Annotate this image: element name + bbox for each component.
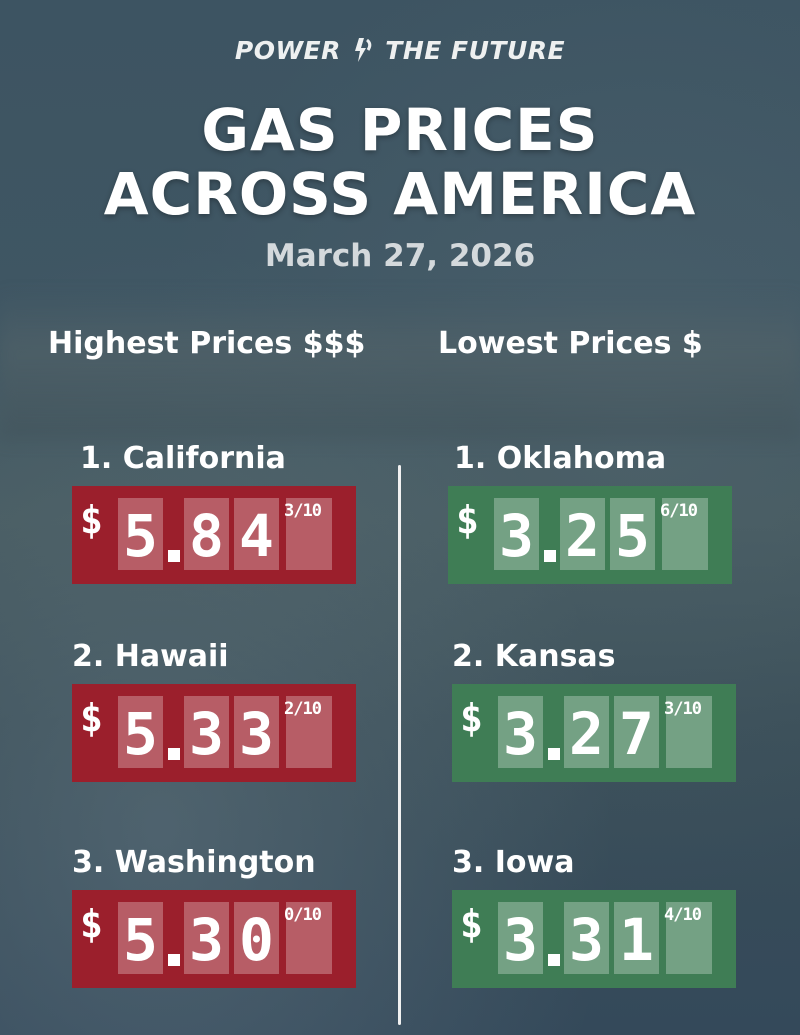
decimal-point [168,954,180,966]
price-digit: 2 [564,696,609,768]
dollar-sign-icon: $ [80,498,103,542]
price-digit: 3 [498,696,543,768]
price-board: $ 3 2 5 6/10 [448,486,732,584]
brand-right: THE FUTURE [385,36,566,65]
highest-entry-3: 3. Washington $ 5 3 0 0/10 [72,846,356,988]
decimal-point [548,748,560,760]
price-digit: 2 [560,498,605,570]
price-board: $ 5 8 4 3/10 [72,486,356,584]
price-digit: 1 [614,902,659,974]
price-board: $ 5 3 3 2/10 [72,684,356,782]
price-digit: 4 [234,498,279,570]
price-digit: 3 [184,902,229,974]
price-digit: 5 [118,498,163,570]
state-name: 1. California [80,441,286,476]
background-gas-station [0,290,800,440]
state-name: 2. Kansas [452,639,616,674]
price-fraction: 3/10 [284,498,332,570]
lowest-entry-3: 3. Iowa $ 3 3 1 4/10 [452,846,736,988]
lowest-entry-2: 2. Kansas $ 3 2 7 3/10 [452,640,736,782]
highest-entry-2: 2. Hawaii $ 5 3 3 2/10 [72,640,356,782]
lowest-entry-1: 1. Oklahoma $ 3 2 5 6/10 [448,442,732,584]
column-divider [398,465,401,1025]
decimal-point [544,550,556,562]
page-title: GAS PRICES ACROSS AMERICA [0,98,800,226]
price-fraction: 4/10 [664,902,712,974]
title-line-2: ACROSS AMERICA [103,160,697,228]
price-digit: 0 [234,902,279,974]
price-board: $ 3 3 1 4/10 [452,890,736,988]
state-name: 1. Oklahoma [454,441,667,476]
highest-entry-1: 1. California $ 5 8 4 3/10 [72,442,356,584]
brand-logo: POWER THE FUTURE [0,36,800,65]
price-digit: 8 [184,498,229,570]
decimal-point [168,748,180,760]
bolt-icon [355,38,372,62]
price-digit: 3 [564,902,609,974]
price-digit: 3 [498,902,543,974]
price-board: $ 3 2 7 3/10 [452,684,736,782]
decimal-point [168,550,180,562]
date: March 27, 2026 [264,238,536,274]
price-fraction: 6/10 [660,498,708,570]
brand-left: POWER [234,36,341,65]
price-digit: 5 [118,696,163,768]
dollar-sign-icon: $ [460,696,483,740]
price-fraction: 3/10 [664,696,712,768]
state-name: 3. Iowa [452,845,575,880]
title-line-1: GAS PRICES [201,96,599,164]
dollar-sign-icon: $ [456,498,479,542]
price-fraction: 2/10 [284,696,332,768]
price-digit: 7 [614,696,659,768]
highest-prices-heading: Highest Prices $$$ [48,326,366,361]
price-digit: 3 [184,696,229,768]
state-name: 2. Hawaii [72,639,229,674]
price-digit: 5 [118,902,163,974]
dollar-sign-icon: $ [80,696,103,740]
dollar-sign-icon: $ [460,902,483,946]
price-digit: 3 [234,696,279,768]
decimal-point [548,954,560,966]
price-board: $ 5 3 0 0/10 [72,890,356,988]
price-fraction: 0/10 [284,902,332,974]
state-name: 3. Washington [72,845,316,880]
lowest-prices-heading: Lowest Prices $ [438,326,703,361]
price-digit: 3 [494,498,539,570]
price-digit: 5 [610,498,655,570]
dollar-sign-icon: $ [80,902,103,946]
